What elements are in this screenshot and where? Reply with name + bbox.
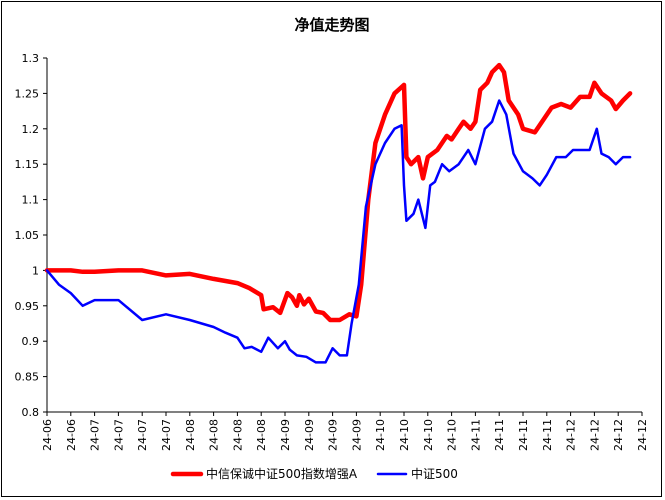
x-tick-label: 24-06 bbox=[65, 419, 78, 451]
chart-title: 净值走势图 bbox=[294, 16, 369, 34]
y-tick-label: 0.95 bbox=[15, 300, 40, 313]
y-tick-label: 0.85 bbox=[15, 371, 40, 384]
x-tick-label: 24-08 bbox=[255, 419, 268, 451]
series-group bbox=[44, 62, 633, 364]
x-tick-label: 24-11 bbox=[541, 419, 554, 451]
y-tick-label: 1.25 bbox=[15, 87, 40, 100]
x-tick-label: 24-07 bbox=[136, 419, 149, 451]
x-tick-label: 24-10 bbox=[374, 419, 387, 451]
legend: 中信保诚中证500指数增强A 中证500 bbox=[170, 466, 458, 481]
legend-label: 中信保诚中证500指数增强A bbox=[206, 466, 358, 481]
x-tick-label: 24-10 bbox=[446, 419, 459, 451]
x-tick-label: 24-11 bbox=[493, 419, 506, 451]
x-tick-label: 24-09 bbox=[303, 419, 316, 451]
x-tick-label: 24-06 bbox=[41, 419, 54, 451]
y-tick-label: 1 bbox=[32, 264, 39, 277]
x-tick-label: 24-12 bbox=[588, 419, 601, 451]
y-tick-label: 0.9 bbox=[22, 335, 40, 348]
x-tick-label: 24-10 bbox=[422, 419, 435, 451]
y-tick-label: 1.2 bbox=[22, 123, 40, 136]
x-tick-label: 24-12 bbox=[565, 419, 578, 451]
x-tick-label: 24-09 bbox=[279, 419, 292, 451]
y-tick-label: 1.05 bbox=[15, 229, 40, 242]
series-line bbox=[45, 99, 632, 364]
y-tick-label: 0.8 bbox=[22, 406, 40, 419]
x-tick-label: 24-07 bbox=[89, 419, 102, 451]
x-tick-label: 24-12 bbox=[612, 419, 625, 451]
y-tick-label: 1.1 bbox=[22, 194, 40, 207]
x-tick-label: 24-11 bbox=[517, 419, 530, 451]
x-tick-label: 24-09 bbox=[350, 419, 363, 451]
axes: 1.31.251.21.151.11.0510.950.90.850.824-0… bbox=[15, 52, 650, 451]
x-tick-label: 24-07 bbox=[112, 419, 125, 451]
x-tick-label: 24-08 bbox=[231, 419, 244, 451]
series-line bbox=[44, 62, 633, 323]
legend-label: 中证500 bbox=[411, 466, 458, 481]
x-tick-label: 24-09 bbox=[327, 419, 340, 451]
x-tick-label: 24-08 bbox=[208, 419, 221, 451]
x-tick-label: 24-07 bbox=[160, 419, 173, 451]
x-tick-label: 24-10 bbox=[398, 419, 411, 451]
x-tick-label: 24-08 bbox=[184, 419, 197, 451]
x-tick-label: 24-12 bbox=[636, 419, 649, 451]
y-tick-label: 1.3 bbox=[22, 52, 40, 65]
x-tick-label: 24-11 bbox=[469, 419, 482, 451]
y-tick-label: 1.15 bbox=[15, 158, 40, 171]
